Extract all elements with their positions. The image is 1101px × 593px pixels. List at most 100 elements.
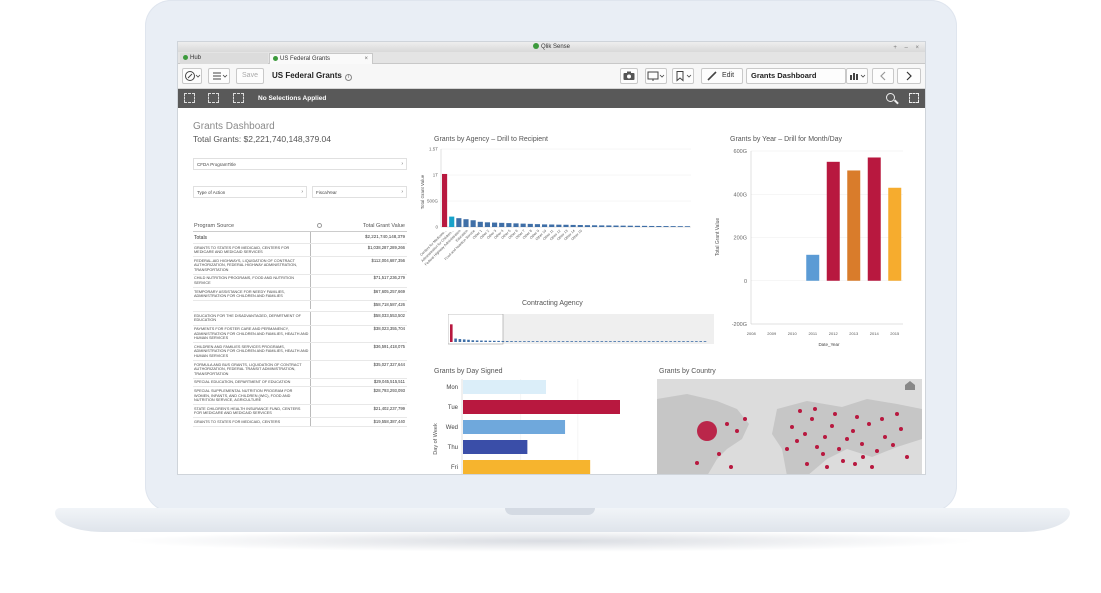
agency-bar[interactable]: [670, 226, 676, 227]
agency-bar[interactable]: [534, 224, 540, 227]
table-row[interactable]: Education for the Disadvantaged, Departm…: [193, 312, 407, 326]
sheets-menu-button[interactable]: [846, 68, 868, 84]
agency-bar[interactable]: [620, 225, 626, 227]
map-point: [851, 429, 855, 433]
previous-sheet-button[interactable]: [872, 68, 894, 84]
table-row[interactable]: Children and Families Services Programs,…: [193, 343, 407, 362]
map-point: [735, 429, 739, 433]
table-row[interactable]: Child Nutrition Programs, Food and Nutri…: [193, 274, 407, 289]
agency-bar[interactable]: [627, 225, 633, 227]
navigation-menu-button[interactable]: [182, 68, 202, 84]
totals-row[interactable]: Totals $2,221,740,148,379: [193, 232, 407, 244]
day-bar[interactable]: [463, 440, 528, 454]
agency-bar[interactable]: [463, 219, 469, 227]
next-sheet-button[interactable]: [897, 68, 921, 84]
agency-bar[interactable]: [477, 221, 483, 227]
snapshot-button[interactable]: [620, 68, 638, 84]
agency-bar[interactable]: [563, 224, 569, 227]
info-icon[interactable]: i: [344, 74, 352, 81]
contracting-agency-scrollbar[interactable]: [448, 314, 718, 348]
year-bar[interactable]: [806, 254, 820, 281]
agency-bar[interactable]: [584, 225, 590, 227]
agency-bar[interactable]: [677, 226, 683, 227]
scroller-bar: [566, 341, 569, 342]
tab-us-federal-grants[interactable]: US Federal Grants ×: [269, 53, 373, 64]
save-button[interactable]: Save: [236, 68, 264, 84]
agency-bar[interactable]: [556, 224, 562, 227]
window-controls[interactable]: + – ×: [893, 45, 922, 51]
agency-bar[interactable]: [642, 225, 648, 227]
clear-selections-icon[interactable]: [233, 93, 244, 103]
sheet-selector[interactable]: Grants Dashboard: [746, 68, 846, 84]
table-row[interactable]: Special Education, Department of Educati…: [193, 378, 407, 388]
agency-bar[interactable]: [656, 226, 662, 227]
day-bar[interactable]: [463, 420, 566, 434]
agency-bar[interactable]: [549, 224, 555, 227]
agency-bar[interactable]: [470, 220, 476, 227]
agency-bar[interactable]: [449, 216, 455, 227]
agency-bar[interactable]: [663, 226, 669, 227]
agency-bar[interactable]: [570, 224, 576, 227]
country-map[interactable]: [657, 379, 922, 475]
tab-hub[interactable]: Hub: [180, 53, 268, 64]
agency-bar[interactable]: [592, 225, 598, 227]
close-tab-icon[interactable]: ×: [364, 56, 368, 62]
story-button[interactable]: [645, 68, 667, 84]
step-forward-icon[interactable]: [208, 93, 219, 103]
year-bar[interactable]: [826, 161, 840, 281]
step-back-icon[interactable]: [184, 93, 195, 103]
agency-bar[interactable]: [456, 218, 462, 227]
column-total-grant-value[interactable]: Total Grant Value: [362, 223, 405, 229]
agency-bar[interactable]: [520, 223, 526, 227]
agency-bar[interactable]: [492, 222, 498, 227]
agency-bar[interactable]: [527, 223, 533, 227]
search-icon[interactable]: [317, 223, 322, 228]
filter-cfda-program-title[interactable]: CFDA ProgramTitle ›: [193, 158, 407, 170]
selection-tool-icon[interactable]: [909, 93, 919, 103]
map-point: [880, 417, 884, 421]
table-row[interactable]: $58,718,587,426: [193, 301, 407, 313]
agency-bar[interactable]: [484, 222, 490, 227]
filter-fiscal-year[interactable]: FiscalYear ›: [312, 186, 407, 198]
agency-bar[interactable]: [577, 225, 583, 227]
agency-bar[interactable]: [442, 173, 448, 227]
filter-type-of-action[interactable]: Type of Action ›: [193, 186, 307, 198]
table-row[interactable]: Grants to States for Medicaid, Centers $1…: [193, 418, 407, 428]
scroller-window[interactable]: [448, 314, 504, 345]
chevron-left-icon: [880, 71, 886, 81]
table-row[interactable]: Federal-Aid Highways, Liquidation of Con…: [193, 257, 407, 275]
table-row[interactable]: Special Supplemental Nutrition Program f…: [193, 387, 407, 406]
search-icon[interactable]: [886, 93, 895, 102]
table-row[interactable]: Payments for Foster Care and Permanency,…: [193, 325, 407, 344]
table-row[interactable]: Formula and Bus Grants, Liquidation of C…: [193, 361, 407, 379]
table-row[interactable]: Grants to States for Medicaid, Centers f…: [193, 244, 407, 258]
year-bar[interactable]: [888, 187, 902, 281]
agency-bar[interactable]: [634, 225, 640, 227]
year-bar[interactable]: [847, 170, 861, 281]
day-bar-chart[interactable]: Day of Week Mon Tue Wed Thu Fri: [430, 379, 640, 475]
global-menu-button[interactable]: [208, 68, 230, 84]
agency-bar[interactable]: [499, 222, 505, 227]
agency-bar[interactable]: [506, 223, 512, 227]
day-bar[interactable]: [463, 380, 546, 394]
day-bar[interactable]: [463, 400, 620, 414]
table-row[interactable]: Temporary Assistance for Needy Families,…: [193, 288, 407, 302]
agency-bar[interactable]: [613, 225, 619, 227]
home-icon[interactable]: [905, 381, 915, 390]
agency-bar[interactable]: [684, 226, 690, 227]
agency-bar[interactable]: [599, 225, 605, 227]
agency-bar[interactable]: [649, 225, 655, 227]
agency-bar[interactable]: [606, 225, 612, 227]
year-bar[interactable]: [867, 157, 881, 281]
edit-button[interactable]: Edit: [701, 68, 743, 84]
day-bar[interactable]: [463, 460, 591, 474]
table-row[interactable]: State Children's Health Insurance Fund, …: [193, 405, 407, 419]
scroller-bar: [454, 338, 457, 342]
bookmarks-button[interactable]: [672, 68, 694, 84]
agency-bar[interactable]: [542, 224, 548, 227]
column-program-source[interactable]: Program Source: [194, 223, 235, 229]
agency-bar[interactable]: [513, 223, 519, 227]
map-point: [743, 417, 747, 421]
